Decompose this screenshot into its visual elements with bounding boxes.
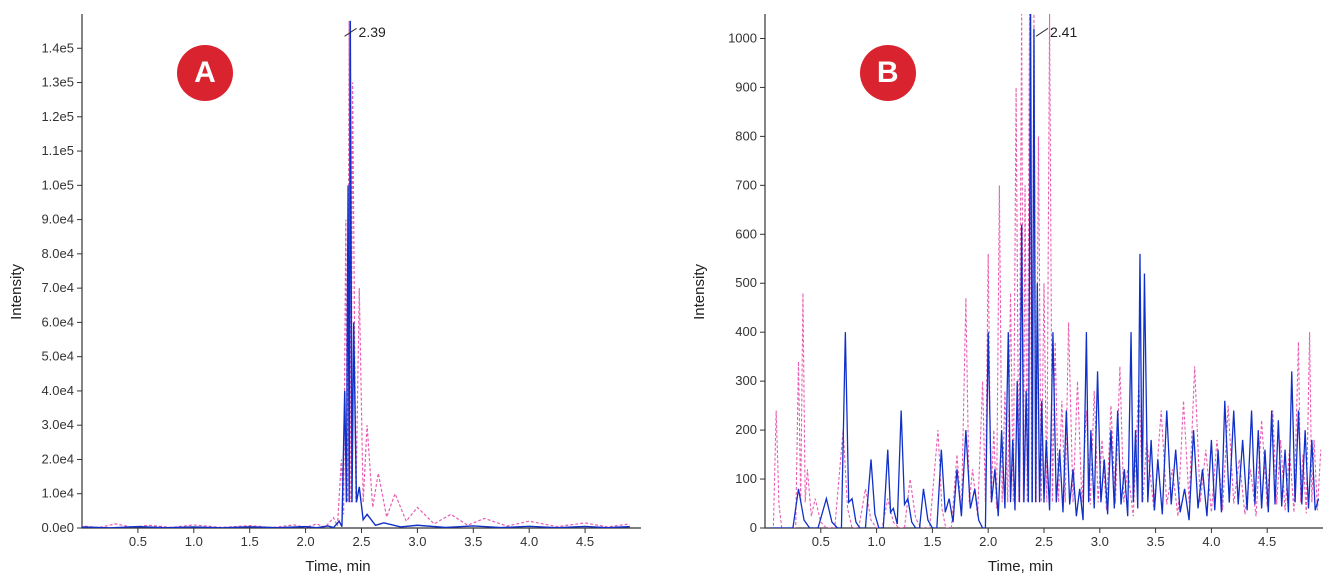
y-axis-label: Intensity — [689, 264, 710, 320]
svg-text:1.4e5: 1.4e5 — [41, 40, 74, 55]
chart-svg: 0 100 200 300 400 500 600 700 800 900 1000 0.5 1.0 1.… — [710, 8, 1331, 556]
svg-text:3.0: 3.0 — [1091, 534, 1109, 549]
plot-area-B: 0 100 200 300 400 500 600 700 800 900 1000 0.5 1.0 1.… — [710, 8, 1331, 556]
svg-text:3.0e4: 3.0e4 — [41, 417, 74, 432]
x-axis-label: Time, min — [710, 556, 1331, 575]
svg-text:400: 400 — [735, 324, 757, 339]
peak-annotation: 2.41 — [1050, 24, 1077, 40]
svg-text:4.5: 4.5 — [576, 534, 594, 549]
svg-text:4.0: 4.0 — [520, 534, 538, 549]
panel-badge: B — [860, 45, 916, 101]
svg-text:0.0e0: 0.0e0 — [41, 520, 74, 535]
svg-text:300: 300 — [735, 373, 757, 388]
series-blue — [771, 14, 1319, 528]
plot-area-A: 0.0e0 1.0e4 2.0e4 3.0e4 4.0e4 5.0e4 6.0e4 7.0e4… — [27, 8, 649, 556]
svg-text:2.0e4: 2.0e4 — [41, 451, 74, 466]
svg-text:1000: 1000 — [728, 30, 757, 45]
svg-text:9.0e4: 9.0e4 — [41, 212, 74, 227]
svg-text:4.0: 4.0 — [1202, 534, 1220, 549]
svg-text:5.0e4: 5.0e4 — [41, 349, 74, 364]
svg-text:600: 600 — [735, 226, 757, 241]
svg-text:2.0: 2.0 — [297, 534, 315, 549]
panel-badge-text: B — [877, 56, 899, 90]
svg-text:1.0e5: 1.0e5 — [41, 177, 74, 192]
figure-row: Intensity 0.0e0 1.0e4 2.0e4 3.0e4 4.0e4 5.0e4… — [0, 0, 1341, 583]
svg-text:100: 100 — [735, 471, 757, 486]
panel-A: Intensity 0.0e0 1.0e4 2.0e4 3.0e4 4.0e4 5.0e4… — [6, 8, 649, 575]
panel-badge: A — [177, 45, 233, 101]
x-axis-label: Time, min — [27, 556, 649, 575]
svg-text:7.0e4: 7.0e4 — [41, 280, 74, 295]
series-blue — [82, 21, 630, 528]
peak-annotation: 2.39 — [359, 24, 386, 40]
svg-text:2.5: 2.5 — [352, 534, 370, 549]
svg-text:0.5: 0.5 — [812, 534, 830, 549]
svg-text:8.0e4: 8.0e4 — [41, 246, 74, 261]
chart-svg: 0.0e0 1.0e4 2.0e4 3.0e4 4.0e4 5.0e4 6.0e4 7.0e4… — [27, 8, 649, 556]
svg-text:1.0: 1.0 — [868, 534, 886, 549]
svg-text:3.5: 3.5 — [1147, 534, 1165, 549]
y-axis-label: Intensity — [6, 264, 27, 320]
svg-text:500: 500 — [735, 275, 757, 290]
svg-text:1.1e5: 1.1e5 — [41, 143, 74, 158]
svg-text:0.5: 0.5 — [129, 534, 147, 549]
svg-text:900: 900 — [735, 79, 757, 94]
svg-text:4.5: 4.5 — [1258, 534, 1276, 549]
svg-text:1.5: 1.5 — [241, 534, 259, 549]
panel-badge-text: A — [194, 56, 216, 90]
svg-text:0: 0 — [750, 520, 757, 535]
svg-text:6.0e4: 6.0e4 — [41, 314, 74, 329]
svg-text:4.0e4: 4.0e4 — [41, 383, 74, 398]
svg-text:1.0: 1.0 — [185, 534, 203, 549]
svg-text:2.0: 2.0 — [979, 534, 997, 549]
svg-text:800: 800 — [735, 128, 757, 143]
svg-text:1.0e4: 1.0e4 — [41, 486, 74, 501]
svg-text:1.5: 1.5 — [923, 534, 941, 549]
svg-text:3.0: 3.0 — [408, 534, 426, 549]
svg-text:2.5: 2.5 — [1035, 534, 1053, 549]
svg-text:700: 700 — [735, 177, 757, 192]
svg-text:3.5: 3.5 — [464, 534, 482, 549]
panel-B: Intensity 0 100 200 300 400 500 600 700 800 900 10… — [689, 8, 1331, 575]
svg-text:1.3e5: 1.3e5 — [41, 75, 74, 90]
svg-text:200: 200 — [735, 422, 757, 437]
svg-text:1.2e5: 1.2e5 — [41, 109, 74, 124]
